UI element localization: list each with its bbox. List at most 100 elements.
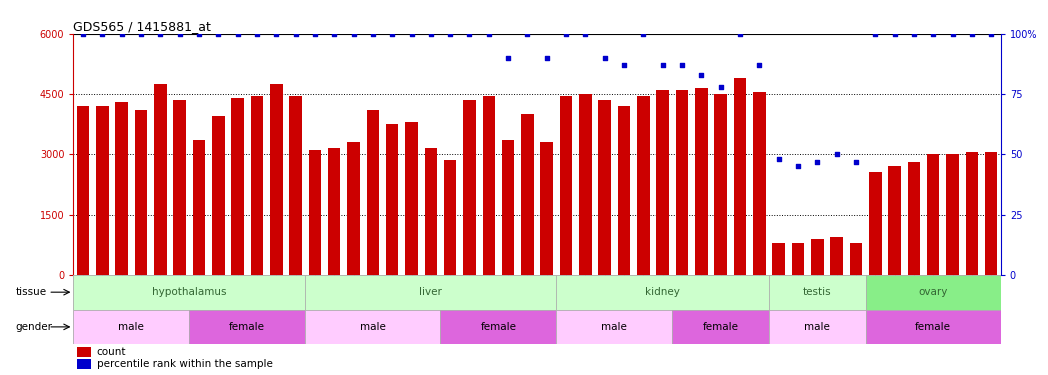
Bar [193,140,205,275]
Point [403,31,420,37]
Point [94,31,111,37]
Bar [926,154,939,275]
Point [152,31,169,37]
Text: testis: testis [803,287,832,297]
Bar [305,275,556,309]
Point [848,159,865,165]
Point [596,55,613,61]
Bar [154,84,167,275]
Bar [440,309,556,344]
Bar [617,106,630,275]
Bar [482,96,495,275]
Point [133,31,150,37]
Bar [308,150,321,275]
Bar [73,309,190,344]
Bar [502,140,515,275]
Bar [772,243,785,275]
Point [963,31,980,37]
Bar [305,309,440,344]
Point [442,31,459,37]
Bar [580,94,592,275]
Bar [270,84,283,275]
Bar [73,275,305,309]
Bar [190,309,305,344]
Point [306,31,323,37]
Bar [463,100,476,275]
Point [944,31,961,37]
Bar [754,92,766,275]
Bar [866,275,1001,309]
Point [461,31,478,37]
Bar [673,309,769,344]
Text: male: male [118,322,145,332]
Bar [556,309,673,344]
Point [326,31,343,37]
Point [732,31,748,37]
Bar [444,160,457,275]
Point [74,31,91,37]
Bar [734,78,746,275]
Point [770,156,787,162]
Point [268,31,285,37]
Bar [656,90,669,275]
Bar [541,142,553,275]
Text: tissue: tissue [16,287,46,297]
Text: kidney: kidney [646,287,680,297]
Point [828,151,845,157]
Bar [637,96,650,275]
Text: liver: liver [419,287,442,297]
Bar [715,94,727,275]
Bar [791,243,804,275]
Bar [695,88,707,275]
Point [113,31,130,37]
Bar [676,90,689,275]
Text: male: male [602,322,628,332]
Text: ovary: ovary [918,287,947,297]
Bar [386,124,398,275]
Text: female: female [915,322,952,332]
Bar [946,154,959,275]
Point [558,31,574,37]
Bar [78,359,91,369]
Point [230,31,246,37]
Point [480,31,497,37]
Bar [347,142,359,275]
Bar [115,102,128,275]
Bar [985,152,998,275]
Point [422,31,439,37]
Text: male: male [359,322,386,332]
Bar [328,148,341,275]
Point [654,62,671,68]
Bar [367,110,379,275]
Point [713,84,729,90]
Point [248,31,265,37]
Point [539,55,555,61]
Point [751,62,768,68]
Point [210,31,226,37]
Point [519,31,536,37]
Bar [908,162,920,275]
Point [905,31,922,37]
Text: female: female [480,322,517,332]
Point [365,31,381,37]
Bar [289,96,302,275]
Point [789,164,806,170]
Bar [78,347,91,357]
Bar [212,116,224,275]
Bar [96,106,109,275]
Bar [869,172,881,275]
Bar [830,237,843,275]
Point [887,31,903,37]
Point [924,31,941,37]
Point [577,31,594,37]
Bar [560,96,572,275]
Bar [598,100,611,275]
Bar [424,148,437,275]
Text: hypothalamus: hypothalamus [152,287,226,297]
Text: male: male [804,322,830,332]
Bar [406,122,418,275]
Point [867,31,883,37]
Point [809,159,826,165]
Point [287,31,304,37]
Bar [965,152,978,275]
